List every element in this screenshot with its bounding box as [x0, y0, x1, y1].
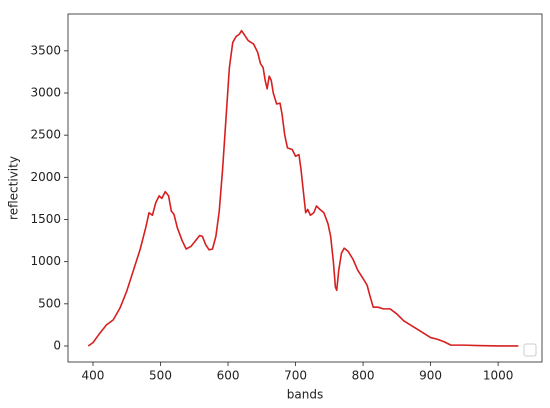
y-tick-label: 3500 — [30, 43, 61, 57]
y-tick-label: 1500 — [30, 212, 61, 226]
plot-frame — [67, 13, 543, 363]
y-tick-label: 0 — [53, 338, 61, 352]
x-tick-label: 400 — [82, 369, 105, 383]
x-tick-label: 700 — [284, 369, 307, 383]
x-tick-label: 800 — [352, 369, 375, 383]
x-tick-label: 600 — [217, 369, 240, 383]
y-tick-label: 2000 — [30, 170, 61, 184]
x-tick-label: 900 — [419, 369, 442, 383]
x-tick-label: 500 — [149, 369, 172, 383]
x-tick-label: 1000 — [483, 369, 514, 383]
y-axis-label: reflectivity — [7, 156, 21, 220]
x-axis-label: bands — [287, 388, 323, 402]
y-tick-label: 500 — [38, 296, 61, 310]
y-tick-label: 1000 — [30, 254, 61, 268]
line — [87, 29, 519, 347]
y-tick-label: 2500 — [30, 128, 61, 142]
legend-box — [523, 343, 537, 357]
y-tick-label: 3000 — [30, 86, 61, 100]
